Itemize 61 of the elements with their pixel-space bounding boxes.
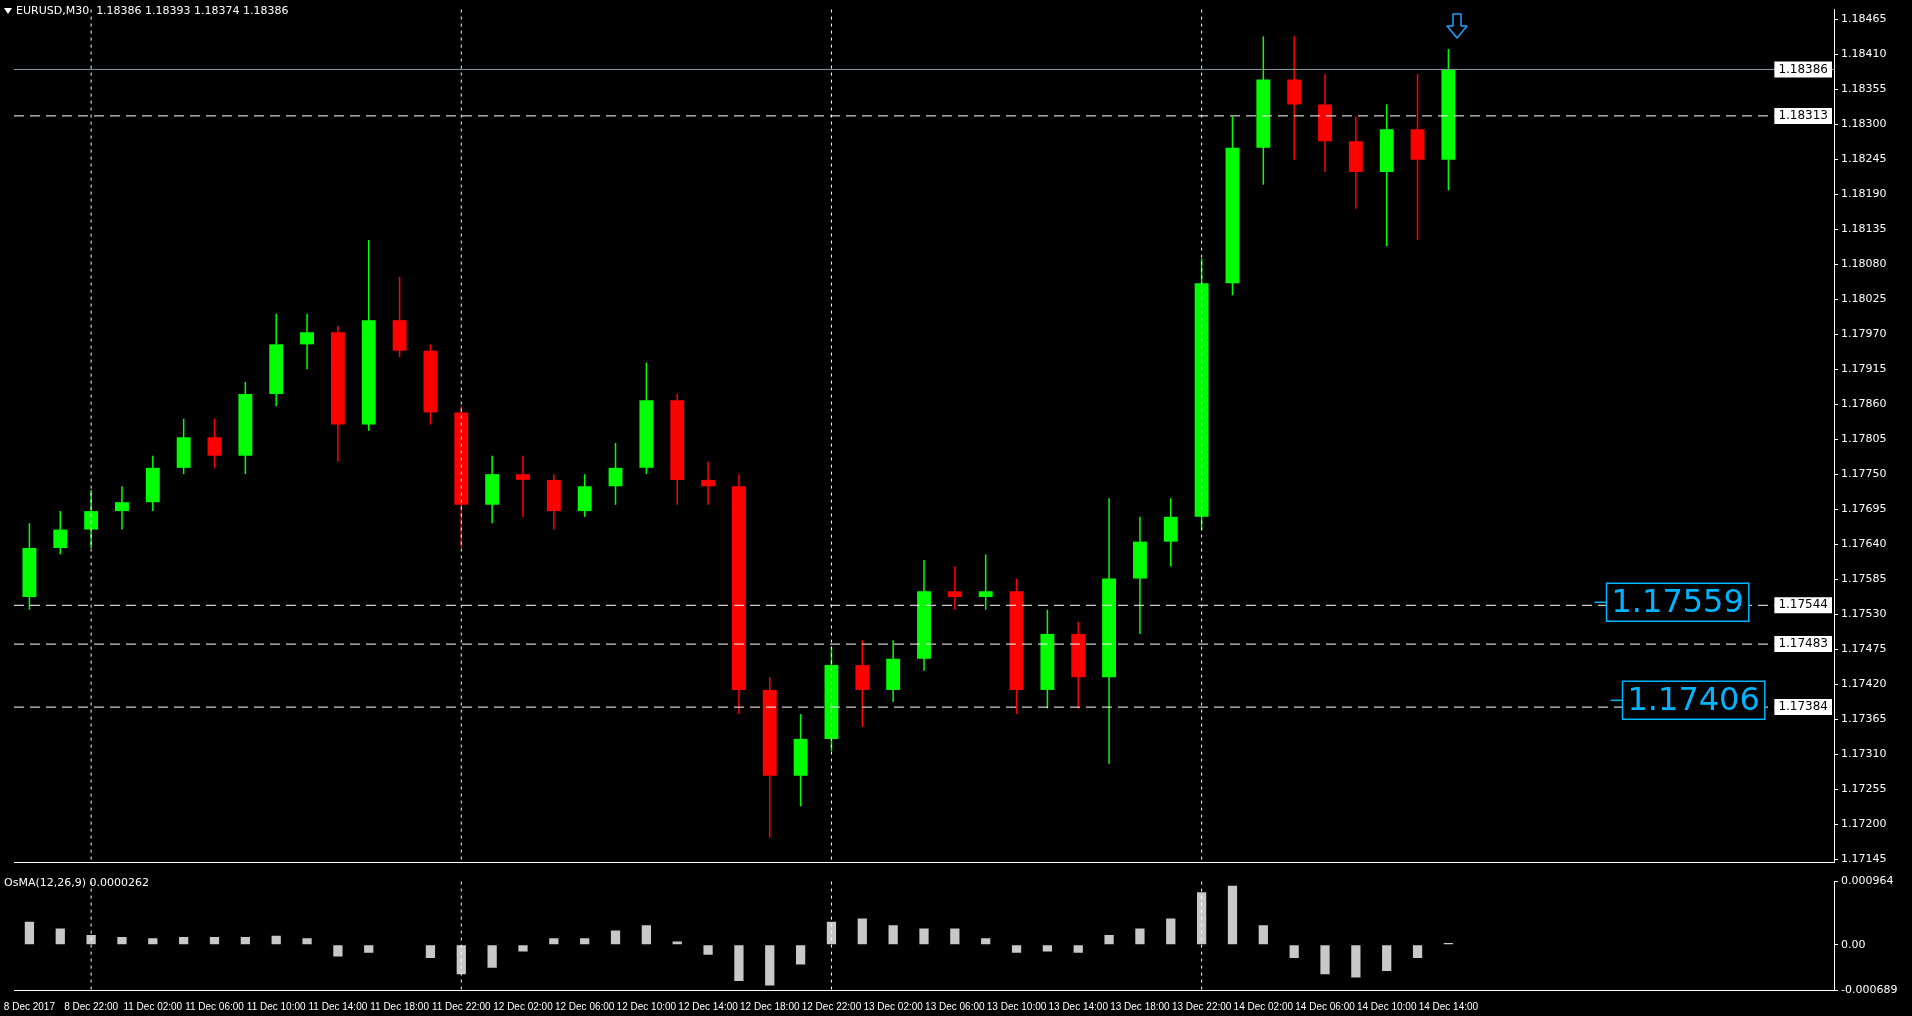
x-tick-label: 11 Dec 10:00	[246, 1000, 307, 1012]
x-tick-label: 14 Dec 10:00	[1356, 1000, 1417, 1012]
x-tick-label: 13 Dec 18:00	[1110, 1000, 1171, 1012]
ref-line-label: 1.17483	[1778, 636, 1828, 651]
x-tick-label: 13 Dec 10:00	[986, 1000, 1047, 1012]
x-tick-label: 13 Dec 22:00	[1171, 1000, 1232, 1012]
x-tick-label: 12 Dec 10:00	[616, 1000, 677, 1012]
y-tick-label: 1.17530	[1841, 607, 1887, 621]
x-tick-label: 13 Dec 02:00	[863, 1000, 924, 1012]
chart-title: EURUSD,M30 1.18386 1.18393 1.18374 1.18386	[16, 4, 289, 17]
chart-title: OsMA(12,26,9) 0.0000262	[4, 876, 149, 889]
x-tick-label: 8 Dec 2017	[3, 1000, 56, 1012]
x-tick-label: 12 Dec 22:00	[801, 1000, 862, 1012]
y-tick-label: 1.17365	[1841, 712, 1887, 726]
x-tick-label: 11 Dec 18:00	[370, 1000, 430, 1012]
y-tick-label: 1.17695	[1841, 502, 1887, 516]
ref-line-label: 1.17544	[1778, 597, 1828, 612]
y-tick-label: 1.17145	[1841, 852, 1887, 866]
ref-line-label: 1.17384	[1778, 699, 1828, 714]
x-tick-label: 11 Dec 22:00	[431, 1000, 492, 1012]
x-tick-label: 8 Dec 22:00	[64, 1000, 119, 1012]
x-tick-label: 12 Dec 14:00	[678, 1000, 739, 1012]
x-tick-label: 12 Dec 18:00	[740, 1000, 800, 1012]
x-tick-label: 13 Dec 06:00	[925, 1000, 986, 1012]
y-tick-label: 0.00	[1841, 937, 1866, 951]
y-tick-label: 1.18410	[1841, 47, 1887, 61]
x-tick-label: 12 Dec 06:00	[554, 1000, 615, 1012]
y-tick-label: 1.18355	[1841, 82, 1887, 96]
y-tick-label: 1.17420	[1841, 677, 1887, 691]
y-tick-label: 1.17970	[1841, 327, 1887, 341]
x-tick-label: 11 Dec 14:00	[308, 1000, 368, 1012]
x-tick-label: 14 Dec 14:00	[1418, 1000, 1479, 1012]
y-tick-label: 0.000964	[1841, 874, 1894, 888]
x-tick-label: 11 Dec 02:00	[123, 1000, 183, 1012]
x-tick-label: 11 Dec 06:00	[185, 1000, 245, 1012]
y-tick-label: 1.18190	[1841, 187, 1887, 201]
ref-line-label: 1.18313	[1778, 108, 1828, 123]
y-tick-label: 1.17915	[1841, 362, 1887, 376]
y-tick-label: 1.17640	[1841, 537, 1887, 551]
annotation: 1.17559	[1611, 581, 1744, 620]
y-tick-label: 1.17750	[1841, 467, 1887, 481]
y-tick-label: -0.000689	[1841, 982, 1898, 996]
y-tick-label: 1.17805	[1841, 432, 1887, 446]
y-tick-label: 1.18465	[1841, 12, 1887, 26]
y-tick-label: 1.18080	[1841, 257, 1887, 271]
y-tick-label: 1.17585	[1841, 572, 1887, 586]
x-tick-label: 14 Dec 02:00	[1233, 1000, 1294, 1012]
y-tick-label: 1.18135	[1841, 222, 1887, 236]
y-tick-label: 1.18025	[1841, 292, 1887, 306]
x-tick-label: 12 Dec 02:00	[493, 1000, 554, 1012]
y-tick-label: 1.17860	[1841, 397, 1887, 411]
x-tick-label: 13 Dec 14:00	[1048, 1000, 1109, 1012]
y-tick-label: 1.18245	[1841, 152, 1887, 166]
y-tick-label: 1.18300	[1841, 117, 1887, 131]
y-tick-label: 1.17200	[1841, 817, 1887, 831]
ref-line-label: 1.18386	[1778, 61, 1828, 76]
y-tick-label: 1.17310	[1841, 747, 1887, 761]
y-tick-label: 1.17475	[1841, 642, 1887, 656]
annotation: 1.17406	[1627, 679, 1760, 718]
y-tick-label: 1.17255	[1841, 782, 1887, 796]
x-tick-label: 14 Dec 06:00	[1295, 1000, 1356, 1012]
